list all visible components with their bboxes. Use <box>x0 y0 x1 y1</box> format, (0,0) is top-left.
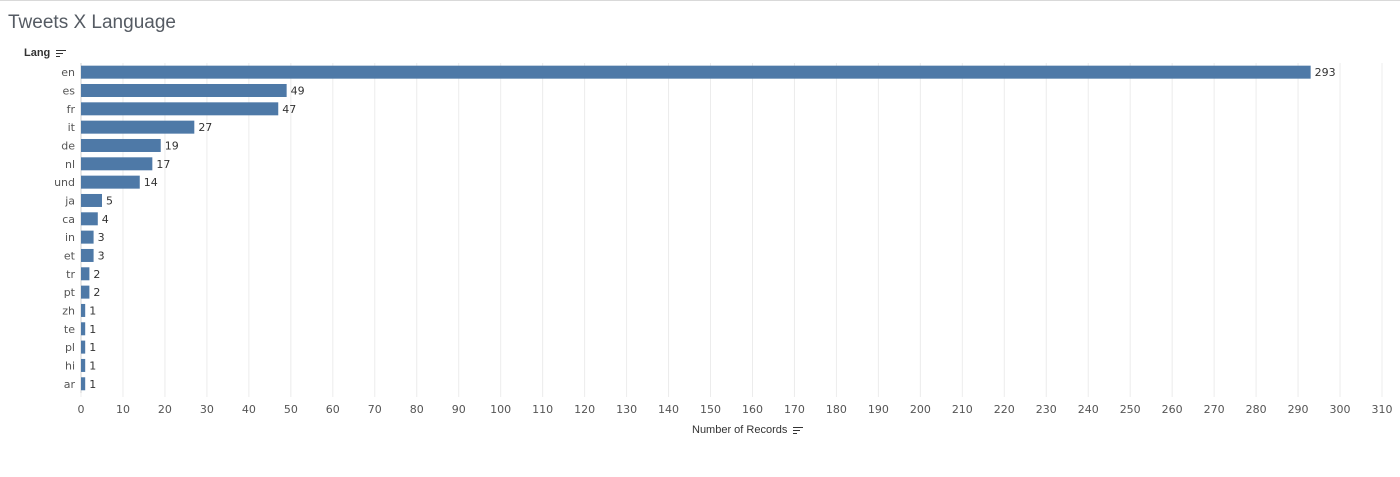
category-label: de <box>61 139 75 152</box>
x-tick-label: 220 <box>994 403 1015 416</box>
category-label: in <box>65 231 75 244</box>
x-tick-label: 210 <box>952 403 973 416</box>
value-label: 1 <box>89 341 96 354</box>
x-tick-label: 180 <box>826 403 847 416</box>
value-label: 27 <box>198 121 212 134</box>
bar[interactable] <box>81 230 94 244</box>
x-tick-label: 290 <box>1288 403 1309 416</box>
bar[interactable] <box>81 157 153 171</box>
x-tick-label: 240 <box>1078 403 1099 416</box>
x-tick-label: 50 <box>284 403 298 416</box>
x-tick-label: 90 <box>452 403 466 416</box>
bar[interactable] <box>81 248 94 262</box>
x-tick-label: 130 <box>616 403 637 416</box>
bar[interactable] <box>81 65 1311 79</box>
bar[interactable] <box>81 267 90 281</box>
x-tick-label: 20 <box>158 403 172 416</box>
value-label: 19 <box>165 139 179 152</box>
x-tick-label: 140 <box>658 403 679 416</box>
bar[interactable] <box>81 377 86 391</box>
category-label: pl <box>65 341 75 354</box>
bar[interactable] <box>81 83 287 97</box>
bar[interactable] <box>81 322 86 336</box>
x-axis-header[interactable]: Number of Records <box>692 424 804 436</box>
x-tick-label: 70 <box>368 403 382 416</box>
category-label: zh <box>62 304 75 317</box>
value-label: 17 <box>156 158 170 171</box>
category-label: it <box>68 121 76 134</box>
x-tick-label: 30 <box>200 403 214 416</box>
category-label: et <box>64 249 76 262</box>
category-label: te <box>64 323 75 336</box>
x-tick-label: 280 <box>1246 403 1267 416</box>
bar[interactable] <box>81 193 102 207</box>
x-tick-label: 190 <box>868 403 889 416</box>
category-label: ja <box>64 194 75 207</box>
x-tick-label: 100 <box>490 403 511 416</box>
category-label: pt <box>64 286 76 299</box>
bar[interactable] <box>81 120 195 134</box>
sort-descending-icon[interactable] <box>56 49 67 58</box>
x-tick-label: 40 <box>242 403 256 416</box>
value-label: 3 <box>98 249 105 262</box>
x-tick-label: 310 <box>1372 403 1393 416</box>
value-label: 293 <box>1315 66 1336 79</box>
row-header[interactable]: Lang <box>24 47 67 59</box>
category-label: en <box>61 66 75 79</box>
bar[interactable] <box>81 138 161 152</box>
sort-descending-icon[interactable] <box>793 426 804 435</box>
value-labels: 293 49 47 27 19 17 14 5 4 3 3 2 2 1 1 1 1 1 <box>89 66 1335 391</box>
bars <box>81 65 1311 391</box>
value-label: 14 <box>144 176 158 189</box>
bar[interactable] <box>81 285 90 299</box>
value-label: 3 <box>98 231 105 244</box>
x-tick-label: 80 <box>410 403 424 416</box>
category-label: und <box>54 176 75 189</box>
value-label: 49 <box>291 84 305 97</box>
x-axis-title: Number of Records <box>692 424 788 436</box>
x-tick-label: 200 <box>910 403 931 416</box>
value-label: 2 <box>93 286 100 299</box>
x-tick-label: 230 <box>1036 403 1057 416</box>
value-label: 5 <box>106 194 113 207</box>
x-tick-label: 250 <box>1120 403 1141 416</box>
category-labels: en es fr it de nl und ja ca in et tr pt zh te pl hi ar <box>54 66 76 391</box>
value-label: 1 <box>89 323 96 336</box>
x-tick-label: 10 <box>116 403 130 416</box>
value-label: 47 <box>282 103 296 116</box>
x-tick-label: 150 <box>700 403 721 416</box>
x-tick-label: 60 <box>326 403 340 416</box>
category-label: hi <box>65 359 75 372</box>
category-label: es <box>63 84 76 97</box>
category-label: ar <box>64 378 76 391</box>
bar[interactable] <box>81 358 86 372</box>
value-label: 4 <box>102 213 109 226</box>
x-tick-label: 270 <box>1204 403 1225 416</box>
category-label: nl <box>65 158 75 171</box>
category-label: fr <box>67 103 76 116</box>
category-label: tr <box>66 268 75 281</box>
value-label: 2 <box>93 268 100 281</box>
x-axis: 0 10 20 30 40 50 60 70 80 90 100 110 120 130 140 150 160… <box>78 63 1393 416</box>
x-tick-label: 300 <box>1330 403 1351 416</box>
category-label: ca <box>62 213 75 226</box>
bar[interactable] <box>81 303 86 317</box>
bar[interactable] <box>81 340 86 354</box>
value-label: 1 <box>89 304 96 317</box>
x-tick-label: 260 <box>1162 403 1183 416</box>
bar[interactable] <box>81 175 140 189</box>
value-label: 1 <box>89 359 96 372</box>
top-divider <box>0 0 1400 1</box>
value-label: 1 <box>89 378 96 391</box>
row-header-label: Lang <box>24 47 51 59</box>
x-tick-label: 110 <box>532 403 553 416</box>
bar[interactable] <box>81 102 279 116</box>
x-tick-label: 160 <box>742 403 763 416</box>
x-tick-label: 0 <box>78 403 85 416</box>
x-tick-label: 120 <box>574 403 595 416</box>
x-tick-label: 170 <box>784 403 805 416</box>
chart-title: Tweets X Language <box>8 12 176 33</box>
bar[interactable] <box>81 212 98 226</box>
